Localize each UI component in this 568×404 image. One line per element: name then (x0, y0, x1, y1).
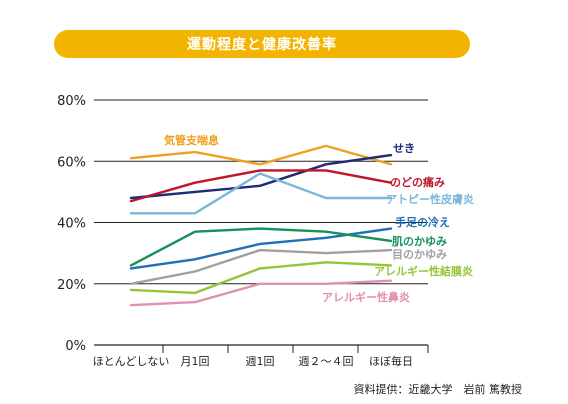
series-label: 手足の冷え (395, 215, 450, 229)
series-line (129, 172, 393, 215)
source-credit: 資料提供：近畿大学 岩前 篤教授 (353, 383, 523, 396)
series-label: 目のかゆみ (392, 248, 447, 261)
series-line (129, 169, 393, 203)
x-tick-label: 月1回 (181, 355, 210, 368)
x-tick-label: ほとんどしない (93, 355, 170, 368)
chart-title-bar: 運動程度と健康改善率 (54, 30, 470, 58)
x-tick-label: 週２～４回 (299, 355, 354, 368)
series-label: アトピー性皮膚炎 (386, 192, 474, 206)
series-line (129, 144, 393, 166)
series-label: 肌のかゆみ (391, 234, 447, 248)
series-line (129, 248, 393, 285)
y-tick-label: 60% (57, 155, 86, 170)
y-tick-label: 0% (65, 339, 86, 354)
series-line (129, 227, 393, 267)
series-label: アレルギー性鼻炎 (322, 290, 410, 304)
x-tick-label: ほぼ毎日 (369, 355, 413, 368)
series-line (129, 261, 393, 295)
y-tick-label: 40% (57, 217, 86, 232)
y-tick-label: 80% (57, 94, 86, 109)
series-label: アレルギー性結膜炎 (374, 264, 473, 278)
series-line (129, 153, 393, 200)
y-tick-label: 20% (57, 278, 86, 293)
series-label: のどの痛み (390, 175, 445, 189)
series-label: せき (393, 142, 415, 155)
series-label: 気管支喘息 (164, 133, 219, 147)
series-line (129, 279, 393, 307)
x-tick-label: 週1回 (246, 355, 275, 368)
chart-title: 運動程度と健康改善率 (187, 37, 337, 53)
